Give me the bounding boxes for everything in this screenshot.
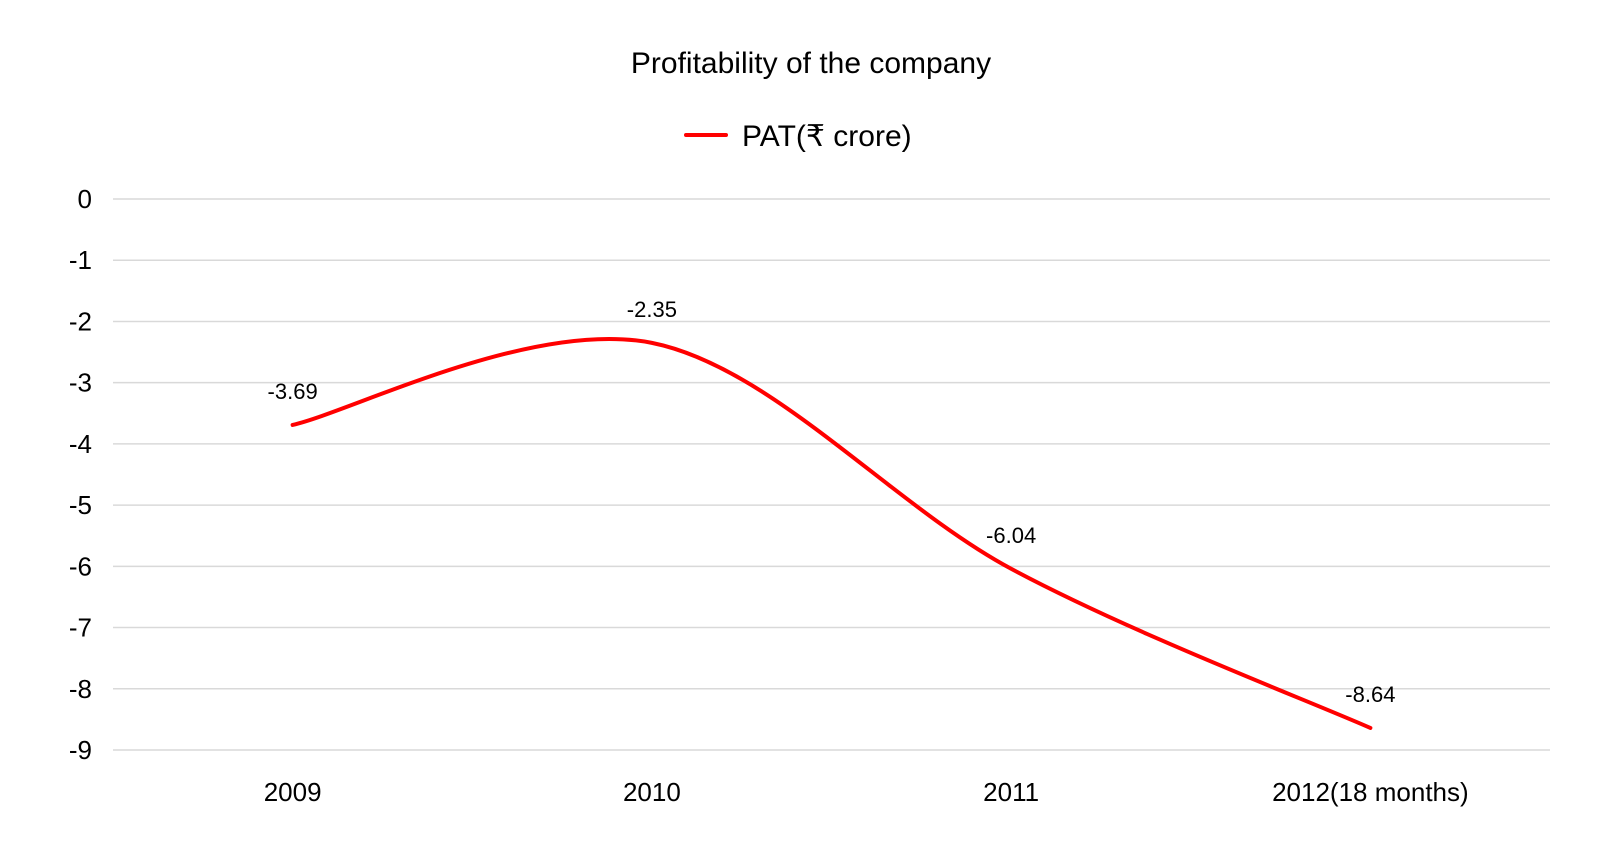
x-tick-label: 2011 [983, 777, 1039, 807]
legend: PAT(₹ crore) [684, 120, 912, 153]
y-tick-label: -6 [69, 551, 92, 581]
data-label: -8.64 [1345, 682, 1395, 707]
data-label: -2.35 [627, 297, 677, 322]
y-tick-label: -2 [69, 306, 92, 336]
y-tick-label: -7 [69, 613, 92, 643]
x-tick-label: 2012(18 months) [1272, 777, 1469, 807]
data-label: -6.04 [986, 523, 1036, 548]
chart-title: Profitability of the company [631, 47, 991, 80]
y-axis-tick-labels: 0 -1 -2 -3 -4 -5 -6 -7 -8 -9 [69, 184, 92, 765]
x-axis-tick-labels: 2009 2010 2011 2012(18 months) [264, 777, 1469, 807]
data-labels: -3.69 -2.35 -6.04 -8.64 [268, 297, 1396, 707]
y-tick-label: 0 [78, 184, 92, 214]
y-tick-label: -1 [69, 245, 92, 275]
y-tick-label: -8 [69, 674, 92, 704]
series-line-pat [290, 336, 1373, 730]
y-tick-label: -4 [69, 429, 92, 459]
legend-label-pat: PAT(₹ crore) [742, 120, 912, 153]
y-tick-label: -9 [69, 735, 92, 765]
series-pat [290, 336, 1373, 730]
y-tick-label: -5 [69, 490, 92, 520]
gridlines [113, 198, 1550, 751]
y-tick-label: -3 [69, 368, 92, 398]
data-label: -3.69 [268, 379, 318, 404]
x-tick-label: 2010 [623, 777, 681, 807]
x-tick-label: 2009 [264, 777, 322, 807]
